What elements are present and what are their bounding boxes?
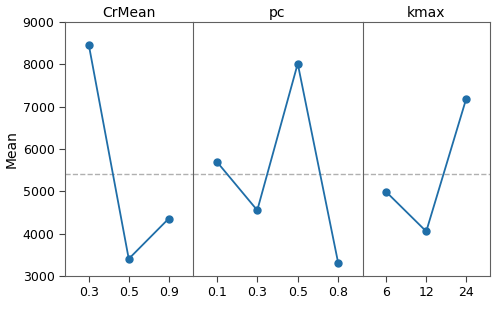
Y-axis label: Mean: Mean [4,130,18,168]
Title: CrMean: CrMean [102,6,156,20]
Title: kmax: kmax [407,6,446,20]
Title: pc: pc [269,6,286,20]
